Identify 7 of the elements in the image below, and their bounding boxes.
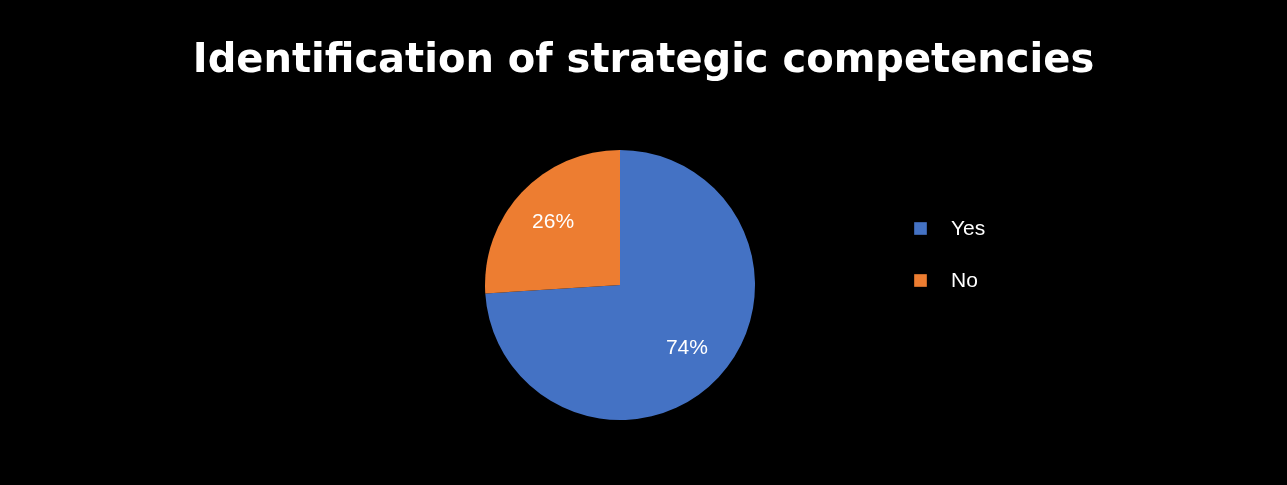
data-label: 26% (532, 209, 575, 233)
legend-label: Yes (951, 215, 986, 239)
legend-label: No (951, 267, 978, 291)
data-label: 74% (665, 334, 708, 358)
pie-slice (485, 150, 755, 420)
pie-slice (485, 150, 620, 294)
chart-title: Identification of strategic competencies (192, 35, 1095, 81)
